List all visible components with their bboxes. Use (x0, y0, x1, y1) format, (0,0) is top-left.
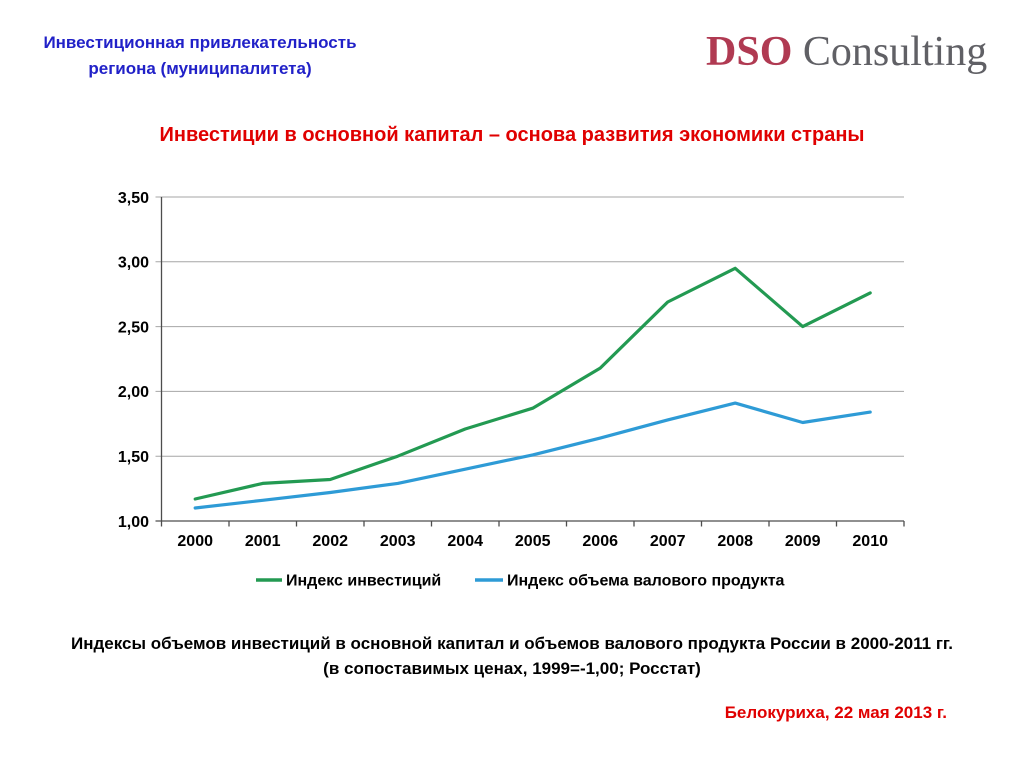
svg-text:Индекс инвестиций: Индекс инвестиций (286, 572, 441, 589)
svg-text:2009: 2009 (785, 533, 821, 550)
svg-text:1,50: 1,50 (118, 449, 149, 466)
svg-text:3,50: 3,50 (118, 190, 149, 207)
svg-text:2006: 2006 (582, 533, 618, 550)
svg-text:2,00: 2,00 (118, 384, 149, 401)
svg-text:Индекс объема валового продукт: Индекс объема валового продукта (507, 572, 785, 589)
svg-text:2008: 2008 (717, 533, 753, 550)
svg-text:2007: 2007 (650, 533, 686, 550)
svg-text:1,00: 1,00 (118, 514, 149, 531)
svg-text:2004: 2004 (447, 533, 483, 550)
svg-text:2010: 2010 (852, 533, 888, 550)
svg-text:2005: 2005 (515, 533, 551, 550)
svg-text:2003: 2003 (380, 533, 416, 550)
svg-text:2001: 2001 (245, 533, 281, 550)
svg-text:2002: 2002 (312, 533, 348, 550)
svg-text:2,50: 2,50 (118, 319, 149, 336)
svg-text:3,00: 3,00 (118, 255, 149, 272)
svg-text:2000: 2000 (177, 533, 213, 550)
